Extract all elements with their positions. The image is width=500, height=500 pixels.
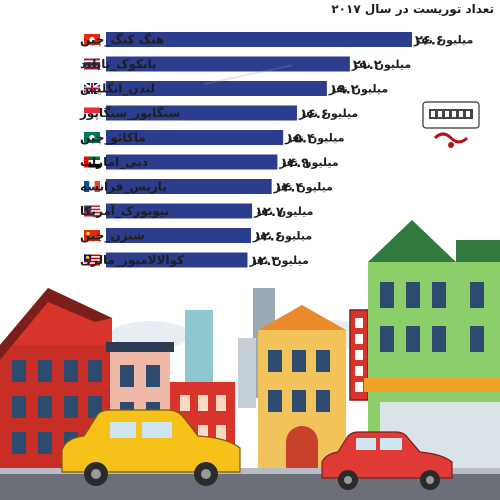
flag-malaysia-icon	[84, 254, 100, 266]
bar-unit-9: میلیون نفر	[248, 254, 308, 267]
flag-uk-icon	[83, 82, 101, 95]
city-illustration	[0, 220, 500, 500]
bar-unit-5: میلیون نفر	[278, 156, 338, 169]
flag-uae-icon	[84, 156, 100, 168]
bar-2	[106, 81, 327, 96]
bar-value-5: ۱۴.۹	[280, 156, 309, 171]
bar-unit-7: میلیون نفر	[253, 205, 313, 218]
bar-value-1: ۲۱.۲	[353, 58, 382, 73]
red-building	[0, 288, 112, 482]
bar-1	[106, 56, 350, 72]
flag-hong-kong-icon	[84, 34, 100, 45]
bar-label-6: پاریس_فرانسه	[80, 180, 167, 195]
bar-value-6: ۱۴.۴	[275, 181, 304, 196]
flag-china-icon	[84, 230, 100, 241]
flag-singapore-icon	[83, 107, 101, 119]
bar-value-9: ۱۲.۳	[250, 254, 279, 269]
flag-macau-icon	[84, 132, 100, 143]
bar-7	[106, 203, 253, 219]
bar-value-7: ۱۲.۷	[255, 205, 284, 220]
bar-value-0: ۲۶.۶	[415, 34, 444, 49]
bar-unit-2: میلیون نفر	[328, 83, 388, 96]
bar-4	[106, 130, 284, 145]
bar-label-4: ماکائو_چین	[80, 131, 146, 146]
bar-label-5: دبی_امارات	[80, 155, 148, 170]
flag-france-icon	[84, 181, 100, 192]
bar-value-3: ۱۶.۶	[300, 107, 329, 122]
bar-value-8: ۱۲.۶	[254, 230, 283, 245]
bar-label-1: بانکوک_تایلند	[80, 57, 157, 72]
bar-9	[106, 252, 248, 268]
bar-label-7: نیویورک_آمریکا	[80, 203, 169, 219]
bar-unit-6: میلیون نفر	[273, 181, 333, 194]
yellow-taxi	[61, 409, 241, 486]
bar-label-0: هنگ کنگ_چین	[80, 33, 164, 48]
bar-value-2: ۱۹.۲	[330, 83, 359, 98]
chart-title: تعداد توریست در سال ۲۰۱۷	[331, 2, 494, 16]
bar-unit-0: میلیون نفر	[413, 34, 473, 47]
bar-label-8: شنژن_چین	[80, 229, 145, 244]
red-car	[321, 431, 453, 490]
bar-label-9: کوالالامپور_مالزی	[80, 253, 184, 268]
flag-thailand-icon	[84, 58, 100, 70]
bar-unit-3: میلیون نفر	[298, 107, 358, 120]
bar-unit-4: میلیون نفر	[284, 132, 344, 145]
bar-5	[106, 154, 278, 170]
bar-0	[106, 32, 412, 47]
logo-icon	[422, 101, 480, 148]
bar-3	[106, 105, 297, 121]
flag-usa-icon	[84, 205, 100, 217]
bar-unit-8: میلیون نفر	[252, 230, 312, 243]
sidewalk	[0, 468, 500, 474]
bar-value-4: ۱۵.۴	[286, 132, 315, 147]
bar-label-2: لندن_انگلیس	[80, 82, 155, 97]
bar-6	[106, 179, 272, 194]
green-building	[364, 220, 500, 482]
bar-unit-1: میلیون نفر	[351, 58, 411, 71]
bar-8	[106, 228, 251, 243]
bar-label-3: سنگاپور_سنگاپور	[79, 106, 180, 121]
